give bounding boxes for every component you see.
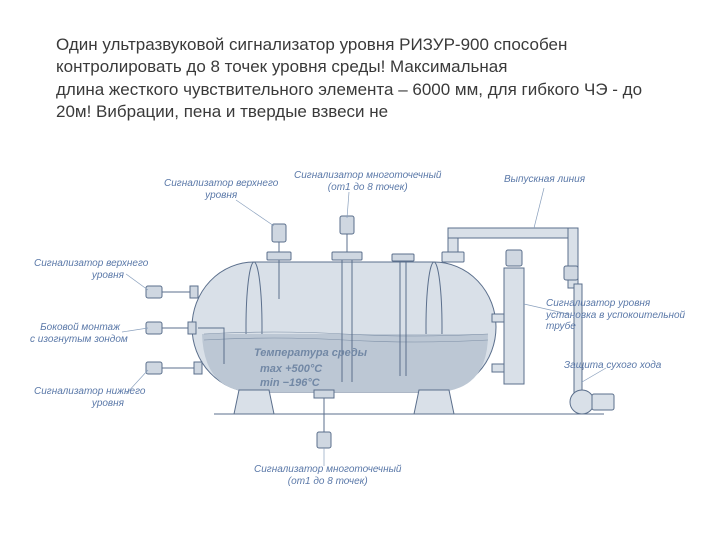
side-sensor-1-flange bbox=[190, 286, 198, 298]
outlet-horiz bbox=[448, 228, 578, 238]
side-sensor-2-flange bbox=[188, 322, 196, 334]
lead-topright bbox=[534, 188, 544, 228]
temp-max: max +500°С bbox=[260, 363, 323, 375]
side-sensor-1-head bbox=[146, 286, 162, 298]
still-well-conn bbox=[492, 314, 504, 322]
ann-left-1: Сигнализатор верхнего уровня bbox=[34, 258, 124, 281]
diagram-figure: Температура среды max +500°С min −196°С … bbox=[104, 164, 634, 524]
bottom-sensor-flange bbox=[314, 390, 334, 398]
ann-left3-l1: Сигнализатор нижнего bbox=[34, 386, 145, 397]
ann-right-2: Защита сухого хода bbox=[564, 360, 661, 372]
top-sensor-1-flange bbox=[267, 252, 291, 260]
ann-right1-l2: установка в успокоительной bbox=[546, 310, 685, 321]
ann-bottom-l1: Сигнализатор многоточечный bbox=[254, 464, 402, 475]
side-sensor-3-head bbox=[146, 362, 162, 374]
ann-left2-l1: Боковой монтаж bbox=[40, 322, 120, 333]
top-sensor-1-head bbox=[272, 224, 286, 242]
description-text: Один ультразвуковой сигнализатор уровня … bbox=[56, 34, 672, 124]
ann-left1-l2: уровня bbox=[92, 270, 124, 281]
paragraph-1: Один ультразвуковой сигнализатор уровня … bbox=[56, 34, 672, 79]
bottom-sensor-head bbox=[317, 432, 331, 448]
ann-top-mid: Сигнализатор многоточечный (от1 до 8 точ… bbox=[294, 170, 442, 193]
ann-left2-l2: с изогнутым зондом bbox=[30, 334, 128, 345]
still-well-conn2 bbox=[492, 364, 504, 372]
side-sensor-2-head bbox=[146, 322, 162, 334]
foot-right bbox=[414, 390, 454, 414]
ann-bottom: Сигнализатор многоточечный (от1 до 8 точ… bbox=[254, 464, 402, 487]
ann-right2-l1: Защита сухого хода bbox=[564, 360, 661, 371]
pump-motor bbox=[592, 394, 614, 410]
ann-topleft-l2: уровня bbox=[205, 190, 237, 201]
temp-title: Температура среды bbox=[254, 347, 368, 359]
pump-body bbox=[570, 390, 594, 414]
side-sensor-3-flange bbox=[194, 362, 202, 374]
still-well bbox=[504, 268, 524, 384]
still-well-head bbox=[506, 250, 522, 266]
lead-left2 bbox=[122, 328, 148, 332]
lead-topmid bbox=[347, 192, 349, 218]
ann-top-left: Сигнализатор верхнего уровня bbox=[164, 178, 278, 201]
ann-top-right: Выпускная линия bbox=[504, 174, 585, 186]
ann-topleft-l1: Сигнализатор верхнего bbox=[164, 178, 278, 189]
ann-right1-l3: трубе bbox=[546, 321, 576, 332]
ann-topright-l1: Выпускная линия bbox=[504, 174, 585, 185]
outlet-flange bbox=[442, 252, 464, 262]
paragraph-2: длина жесткого чувствительного элемента … bbox=[56, 79, 672, 124]
liquid-fill bbox=[202, 334, 488, 392]
lead-left1 bbox=[126, 274, 148, 290]
ann-right1-l1: Сигнализатор уровня bbox=[546, 298, 650, 309]
top-sensor-3-flange bbox=[392, 254, 414, 261]
top-sensor-2-head bbox=[340, 216, 354, 234]
temp-min: min −196°С bbox=[260, 377, 321, 389]
ann-left-3: Сигнализатор нижнего уровня bbox=[34, 386, 124, 409]
ann-topmid-l1: Сигнализатор многоточечный bbox=[294, 170, 442, 181]
pump-sensor-head bbox=[564, 266, 578, 280]
ann-bottom-l2: (от1 до 8 точек) bbox=[288, 476, 368, 487]
ann-left3-l2: уровня bbox=[92, 398, 124, 409]
ann-left1-l1: Сигнализатор верхнего bbox=[34, 258, 148, 269]
lead-topleft bbox=[236, 200, 274, 226]
ann-right-1: Сигнализатор уровня установка в успокоит… bbox=[546, 298, 666, 333]
top-sensor-2-flange bbox=[332, 252, 362, 260]
page: Один ультразвуковой сигнализатор уровня … bbox=[0, 0, 720, 540]
ann-left-2: Боковой монтаж с изогнутым зондом bbox=[30, 322, 120, 345]
foot-left bbox=[234, 390, 274, 414]
ann-topmid-l2: (от1 до 8 точек) bbox=[328, 182, 408, 193]
